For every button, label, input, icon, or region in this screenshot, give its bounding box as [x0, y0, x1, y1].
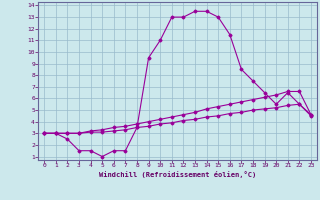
X-axis label: Windchill (Refroidissement éolien,°C): Windchill (Refroidissement éolien,°C) [99, 171, 256, 178]
